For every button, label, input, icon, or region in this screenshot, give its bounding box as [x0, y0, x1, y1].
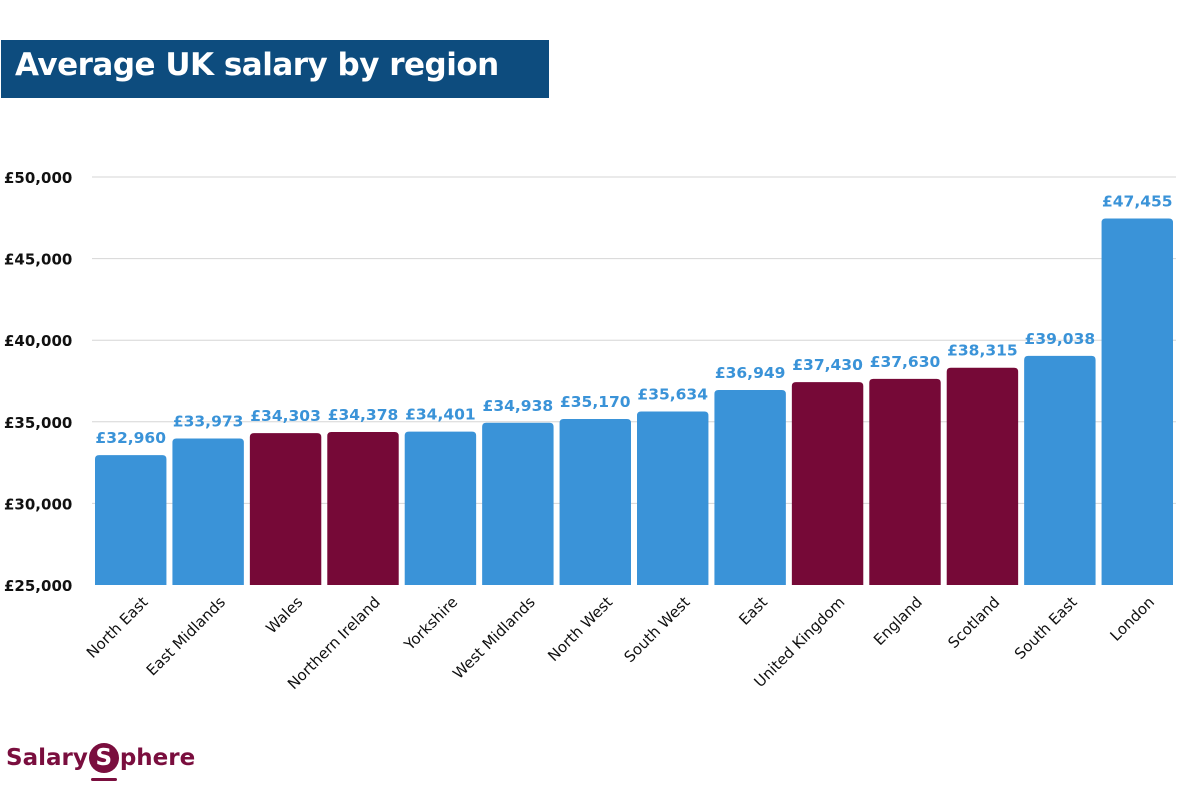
bar-united-kingdom — [791, 382, 864, 585]
x-tick-label: East Midlands — [143, 593, 229, 679]
bar-london — [1101, 218, 1173, 585]
y-tick-label: £40,000 — [4, 332, 72, 350]
logo-sphere-icon: S — [88, 743, 119, 781]
bar-scotland — [946, 367, 1019, 585]
bar-northern-ireland — [327, 431, 399, 585]
value-label: £35,170 — [560, 393, 631, 411]
bars — [95, 218, 1173, 585]
y-tick-label: £25,000 — [4, 577, 72, 595]
bar-england — [869, 378, 941, 585]
x-tick-label: North West — [544, 593, 616, 665]
value-label: £36,949 — [715, 364, 786, 382]
x-tick-label: Wales — [262, 593, 306, 637]
value-labels: £32,960 £33,973 £34,303 £34,378 £34,401 £34,9… — [95, 193, 1172, 448]
bar-north-west — [559, 419, 631, 585]
chart-title: Average UK salary by region — [15, 47, 499, 83]
value-label: £34,303 — [250, 407, 321, 425]
y-tick-label: £35,000 — [4, 414, 72, 432]
y-tick-label: £50,000 — [4, 169, 72, 187]
x-tick-label: London — [1107, 593, 1159, 645]
value-label: £32,960 — [95, 429, 166, 447]
salarysphere-logo: Salary S phere — [6, 738, 196, 781]
x-tick-label: England — [870, 593, 926, 649]
x-tick-label: Yorkshire — [400, 593, 461, 654]
value-label: £47,455 — [1102, 193, 1173, 211]
x-tick-label: East — [735, 593, 771, 629]
bar-north-east — [95, 455, 167, 585]
bar-south-east — [1024, 355, 1096, 585]
bar-west-midlands — [482, 422, 554, 585]
x-tick-label: Scotland — [944, 593, 1003, 652]
bar-south-west — [637, 411, 709, 585]
bar-east-midlands — [172, 438, 244, 585]
value-label: £34,378 — [328, 406, 399, 424]
value-label: £37,430 — [792, 356, 863, 374]
bar-wales — [249, 433, 322, 585]
y-tick-label: £30,000 — [4, 495, 72, 513]
value-label: £34,938 — [483, 397, 554, 415]
logo-text-prefix: Salary — [6, 745, 88, 771]
x-tick-label: North East — [83, 593, 152, 662]
x-tick-label: South East — [1011, 593, 1081, 663]
value-label: £34,401 — [405, 406, 476, 424]
value-label: £38,315 — [947, 342, 1018, 360]
value-label: £33,973 — [173, 413, 244, 431]
value-label: £39,038 — [1025, 330, 1096, 348]
x-tick-label: West Midlands — [449, 593, 539, 683]
title-banner: Average UK salary by region — [1, 40, 549, 98]
bar-yorkshire — [404, 431, 477, 585]
value-label: £35,634 — [637, 385, 708, 403]
y-tick-label: £45,000 — [4, 251, 72, 269]
logo-text-suffix: phere — [119, 745, 196, 771]
y-axis-ticks: £25,000 £30,000 £35,000 £40,000 £45,000 £50,0… — [4, 169, 72, 595]
bar-east — [714, 389, 786, 585]
x-tick-label: South West — [621, 593, 694, 666]
value-label: £37,630 — [870, 353, 941, 371]
